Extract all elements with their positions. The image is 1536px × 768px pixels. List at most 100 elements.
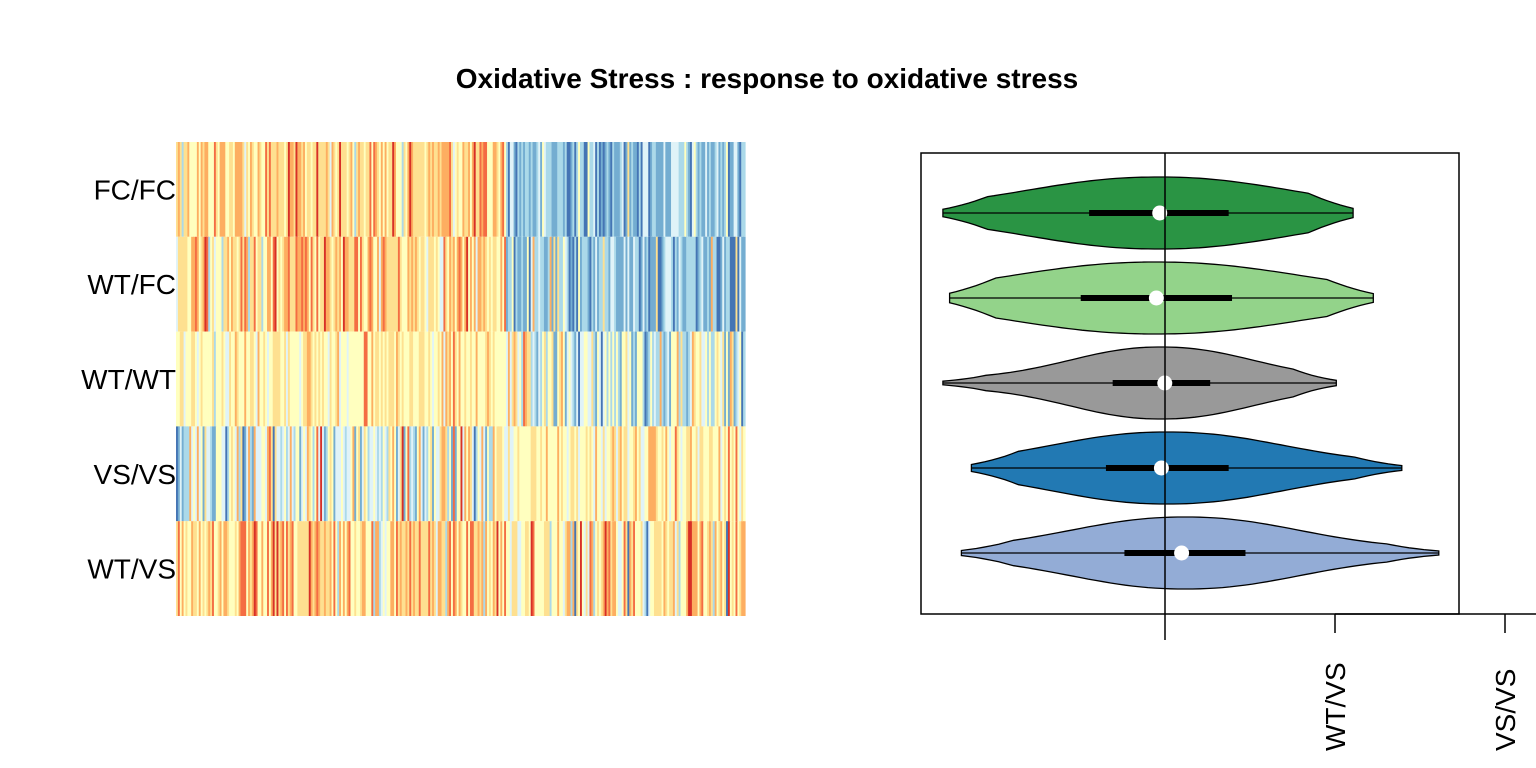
heatmap-cell	[295, 236, 298, 332]
heatmap-cell	[708, 236, 712, 332]
heatmap-cell	[352, 521, 355, 616]
heatmap-cell	[356, 142, 359, 237]
heatmap-cell	[530, 236, 534, 332]
heatmap-cell	[507, 142, 511, 237]
heatmap-cell	[707, 331, 710, 427]
heatmap-cell	[221, 521, 225, 616]
heatmap-cell	[598, 142, 602, 237]
heatmap-cell	[684, 236, 687, 332]
heatmap-cell	[593, 521, 596, 616]
heatmap-cell	[475, 142, 479, 237]
heatmap-cell	[661, 142, 665, 237]
heatmap-cell	[447, 521, 450, 616]
heatmap-cell	[361, 142, 365, 237]
violin-panel	[942, 176, 1440, 590]
heatmap-cell	[344, 142, 348, 237]
heatmap-cell	[593, 142, 596, 237]
heatmap-cell	[623, 331, 627, 427]
heatmap-cell	[629, 236, 632, 332]
heatmap-cell	[477, 142, 481, 237]
heatmap-cell	[631, 426, 634, 522]
heatmap-cell	[238, 426, 242, 522]
heatmap-cell	[610, 142, 613, 237]
heatmap-cell	[714, 236, 718, 332]
heatmap-cell	[426, 236, 429, 332]
heatmap-cell	[504, 521, 507, 616]
heatmap-cell	[234, 236, 238, 332]
heatmap-cell	[464, 236, 467, 332]
heatmap-cell	[462, 236, 465, 332]
heatmap-cell	[416, 521, 420, 616]
heatmap-cell	[407, 331, 410, 427]
heatmap-cell	[462, 521, 465, 616]
heatmap-cell	[714, 426, 718, 522]
heatmap-cell	[625, 521, 629, 616]
heatmap-cell	[270, 521, 274, 616]
heatmap-cell	[669, 236, 672, 332]
heatmap-cell	[494, 521, 498, 616]
heatmap-cell	[432, 331, 435, 427]
heatmap-cell	[729, 142, 733, 237]
heatmap-cell	[724, 426, 727, 522]
heatmap-cell	[659, 331, 663, 427]
heatmap-cell	[358, 236, 361, 332]
heatmap-cell	[597, 521, 600, 616]
heatmap-cell	[246, 521, 249, 616]
heatmap-cell	[710, 331, 714, 427]
heatmap-cell	[177, 521, 181, 616]
heatmap-cell	[526, 331, 530, 427]
heatmap-cell	[568, 521, 572, 616]
heatmap-cell	[242, 331, 245, 427]
heatmap-cell	[352, 236, 355, 332]
heatmap-cell	[179, 142, 183, 237]
heatmap-cell	[714, 142, 718, 237]
heatmap-cell	[498, 142, 501, 237]
heatmap-cell	[705, 142, 708, 237]
heatmap-cell	[367, 521, 371, 616]
heatmap-cell	[420, 142, 424, 237]
heatmap-cell	[229, 521, 232, 616]
violin-median	[1152, 205, 1168, 221]
heatmap-cell	[367, 331, 371, 427]
heatmap-cell	[210, 331, 213, 427]
heatmap-cell	[316, 331, 319, 427]
heatmap-cell	[686, 142, 689, 237]
heatmap-cell	[722, 236, 725, 332]
heatmap-cell	[542, 142, 545, 237]
heatmap-cell	[407, 426, 410, 522]
heatmap-cell	[358, 142, 361, 237]
heatmap-cell	[359, 331, 363, 427]
heatmap-cell	[397, 426, 401, 522]
heatmap-cell	[380, 142, 384, 237]
heatmap-cell	[401, 331, 405, 427]
heatmap-cell	[299, 426, 302, 522]
heatmap-cell	[559, 142, 562, 237]
heatmap-cell	[208, 331, 211, 427]
heatmap-cell	[346, 142, 350, 237]
heatmap-cell	[475, 426, 479, 522]
heatmap-cell	[697, 331, 701, 427]
heatmap-cell	[299, 236, 302, 332]
heatmap-cell	[471, 521, 475, 616]
heatmap-cell	[392, 521, 395, 616]
heatmap-cell	[316, 426, 319, 522]
heatmap-cell	[608, 426, 611, 522]
heatmap-cell	[200, 521, 204, 616]
heatmap-cell	[642, 331, 646, 427]
heatmap-cell	[682, 236, 685, 332]
heatmap-cell	[708, 521, 712, 616]
heatmap-cell	[443, 142, 446, 237]
heatmap-cell	[731, 331, 735, 427]
heatmap-cell	[691, 331, 695, 427]
heatmap-cell	[570, 331, 574, 427]
heatmap-cell	[299, 331, 302, 427]
heatmap-cell	[293, 426, 297, 522]
heatmap-cell	[553, 236, 556, 332]
heatmap-cell	[306, 142, 310, 237]
heatmap-cell	[451, 521, 454, 616]
heatmap-cell	[538, 142, 541, 237]
heatmap-cell	[433, 142, 437, 237]
heatmap-cell	[712, 426, 716, 522]
heatmap-cell	[521, 426, 524, 522]
heatmap-cell	[697, 142, 701, 237]
